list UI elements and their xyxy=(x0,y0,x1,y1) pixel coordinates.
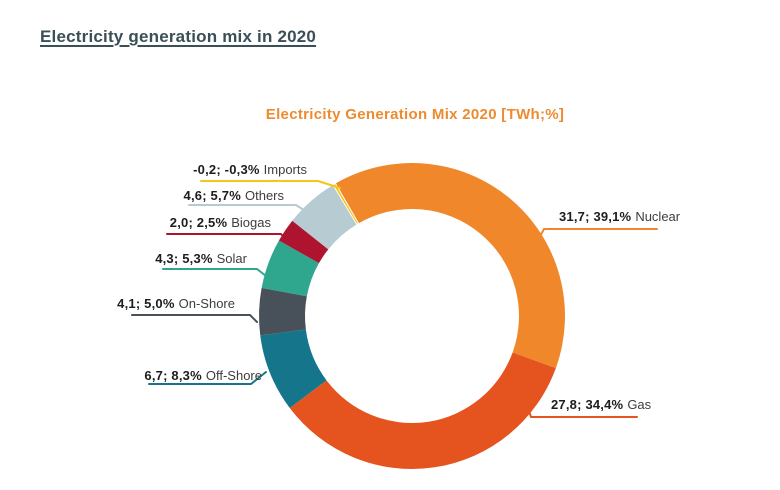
slice-value-imports: -0,2; -0,3% xyxy=(193,162,260,177)
page-title: Electricity generation mix in 2020 xyxy=(40,27,317,46)
slice-name-nuclear: Nuclear xyxy=(635,209,681,224)
slice-name-offshore: Off-Shore xyxy=(205,368,262,383)
slice-on-shore xyxy=(259,287,307,336)
leader-off-shore xyxy=(148,371,267,385)
slice-label-biogas: 2,0; 2,5% Biogas xyxy=(170,215,271,231)
slice-name-biogas: Biogas xyxy=(231,215,271,230)
slice-name-imports: Imports xyxy=(263,162,307,177)
slice-nuclear xyxy=(335,162,565,369)
slice-value-others: 4,6; 5,7% xyxy=(183,188,241,203)
slice-label-imports: -0,2; -0,3% Imports xyxy=(193,162,307,178)
slice-gas xyxy=(289,352,556,469)
slice-name-gas: Gas xyxy=(627,397,652,412)
slice-name-others: Others xyxy=(244,188,284,203)
slice-value-offshore: 6,7; 8,3% xyxy=(144,368,202,383)
slice-off-shore xyxy=(260,329,327,409)
leader-gas xyxy=(522,392,638,418)
leader-solar xyxy=(162,268,267,277)
leader-others xyxy=(188,204,311,215)
slice-label-solar: 4,3; 5,3% Solar xyxy=(155,251,247,267)
slice-solar xyxy=(261,240,319,297)
chart-title: Electricity Generation Mix 2020 [TWh;%] xyxy=(265,106,565,123)
slice-value-nuclear: 31,7; 39,1% xyxy=(559,209,632,224)
slice-label-others: 4,6; 5,7% Others xyxy=(184,188,284,204)
slice-biogas xyxy=(278,220,329,264)
leader-imports xyxy=(200,180,341,189)
leader-on-shore xyxy=(131,314,258,323)
slice-imports xyxy=(332,182,360,226)
slice-label-nuclear: 31,7; 39,1% Nuclear xyxy=(559,209,680,225)
leader-biogas xyxy=(166,233,292,246)
leader-nuclear xyxy=(536,228,658,243)
slice-name-onshore: On-Shore xyxy=(178,296,235,311)
slice-others xyxy=(292,184,357,250)
slice-name-solar: Solar xyxy=(216,251,247,266)
slice-label-offshore: 6,7; 8,3% Off-Shore xyxy=(144,368,262,384)
slice-value-biogas: 2,0; 2,5% xyxy=(169,215,228,230)
slice-value-solar: 4,3; 5,3% xyxy=(155,251,213,266)
slice-label-gas: 27,8; 34,4% Gas xyxy=(551,397,651,413)
slice-value-gas: 27,8; 34,4% xyxy=(551,397,624,412)
slice-value-onshore: 4,1; 5,0% xyxy=(117,296,175,311)
slice-label-onshore: 4,1; 5,0% On-Shore xyxy=(117,296,235,312)
